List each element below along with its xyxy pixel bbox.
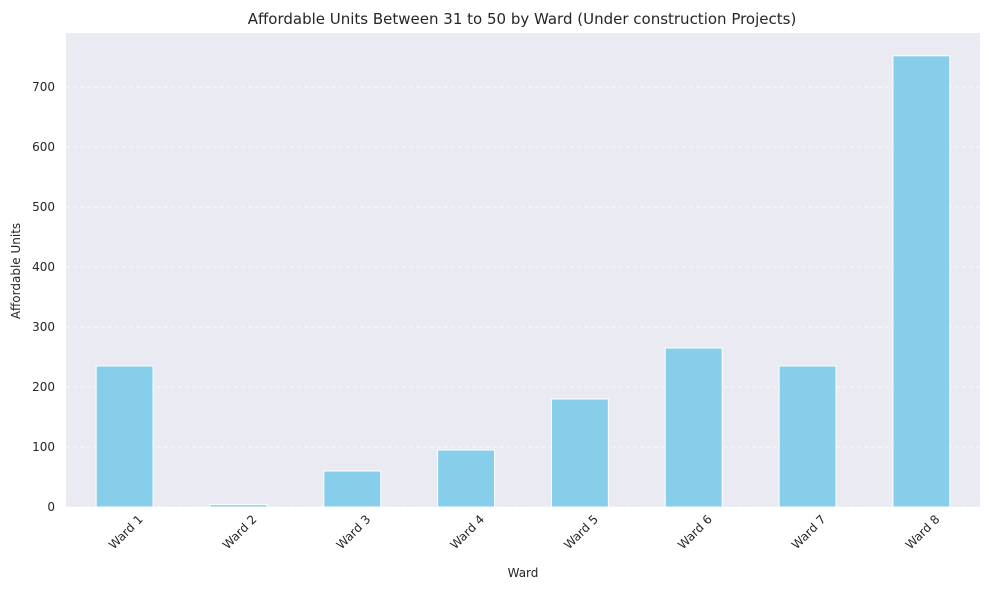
x-axis-label: Ward xyxy=(508,566,539,580)
bar xyxy=(323,470,382,508)
bar xyxy=(209,504,268,508)
x-tick-label: Ward 4 xyxy=(447,512,487,552)
grid-lines xyxy=(66,86,980,508)
bar xyxy=(95,365,154,508)
bar xyxy=(778,365,837,508)
chart-title: Affordable Units Between 31 to 50 by War… xyxy=(248,10,797,28)
plot-area xyxy=(66,33,980,507)
x-tick-label: Ward 7 xyxy=(789,512,829,552)
bar xyxy=(437,449,496,508)
y-tick-label: 100 xyxy=(32,440,55,454)
x-tick-label: Ward 3 xyxy=(334,512,374,552)
bar xyxy=(550,398,609,508)
x-tick-labels: Ward 1 Ward 2 Ward 3 Ward 4 Ward 5 Ward 6 Ward… xyxy=(106,512,943,552)
bar xyxy=(892,55,951,508)
x-tick-label: Ward 6 xyxy=(675,512,715,552)
y-tick-label: 400 xyxy=(32,260,55,274)
y-axis-label: Affordable Units xyxy=(9,223,23,319)
x-tick-label: Ward 5 xyxy=(561,512,601,552)
y-tick-label: 300 xyxy=(32,320,55,334)
y-tick-labels: 0 100 200 300 400 500 600 700 xyxy=(32,80,55,514)
y-tick-label: 0 xyxy=(47,500,55,514)
y-tick-label: 500 xyxy=(32,200,55,214)
y-tick-label: 200 xyxy=(32,380,55,394)
x-tick-label: Ward 2 xyxy=(220,512,260,552)
y-tick-label: 700 xyxy=(32,80,55,94)
x-tick-label: Ward 1 xyxy=(106,512,146,552)
y-tick-label: 600 xyxy=(32,140,55,154)
x-tick-label: Ward 8 xyxy=(903,512,943,552)
bar xyxy=(664,347,723,508)
bars xyxy=(95,55,951,508)
